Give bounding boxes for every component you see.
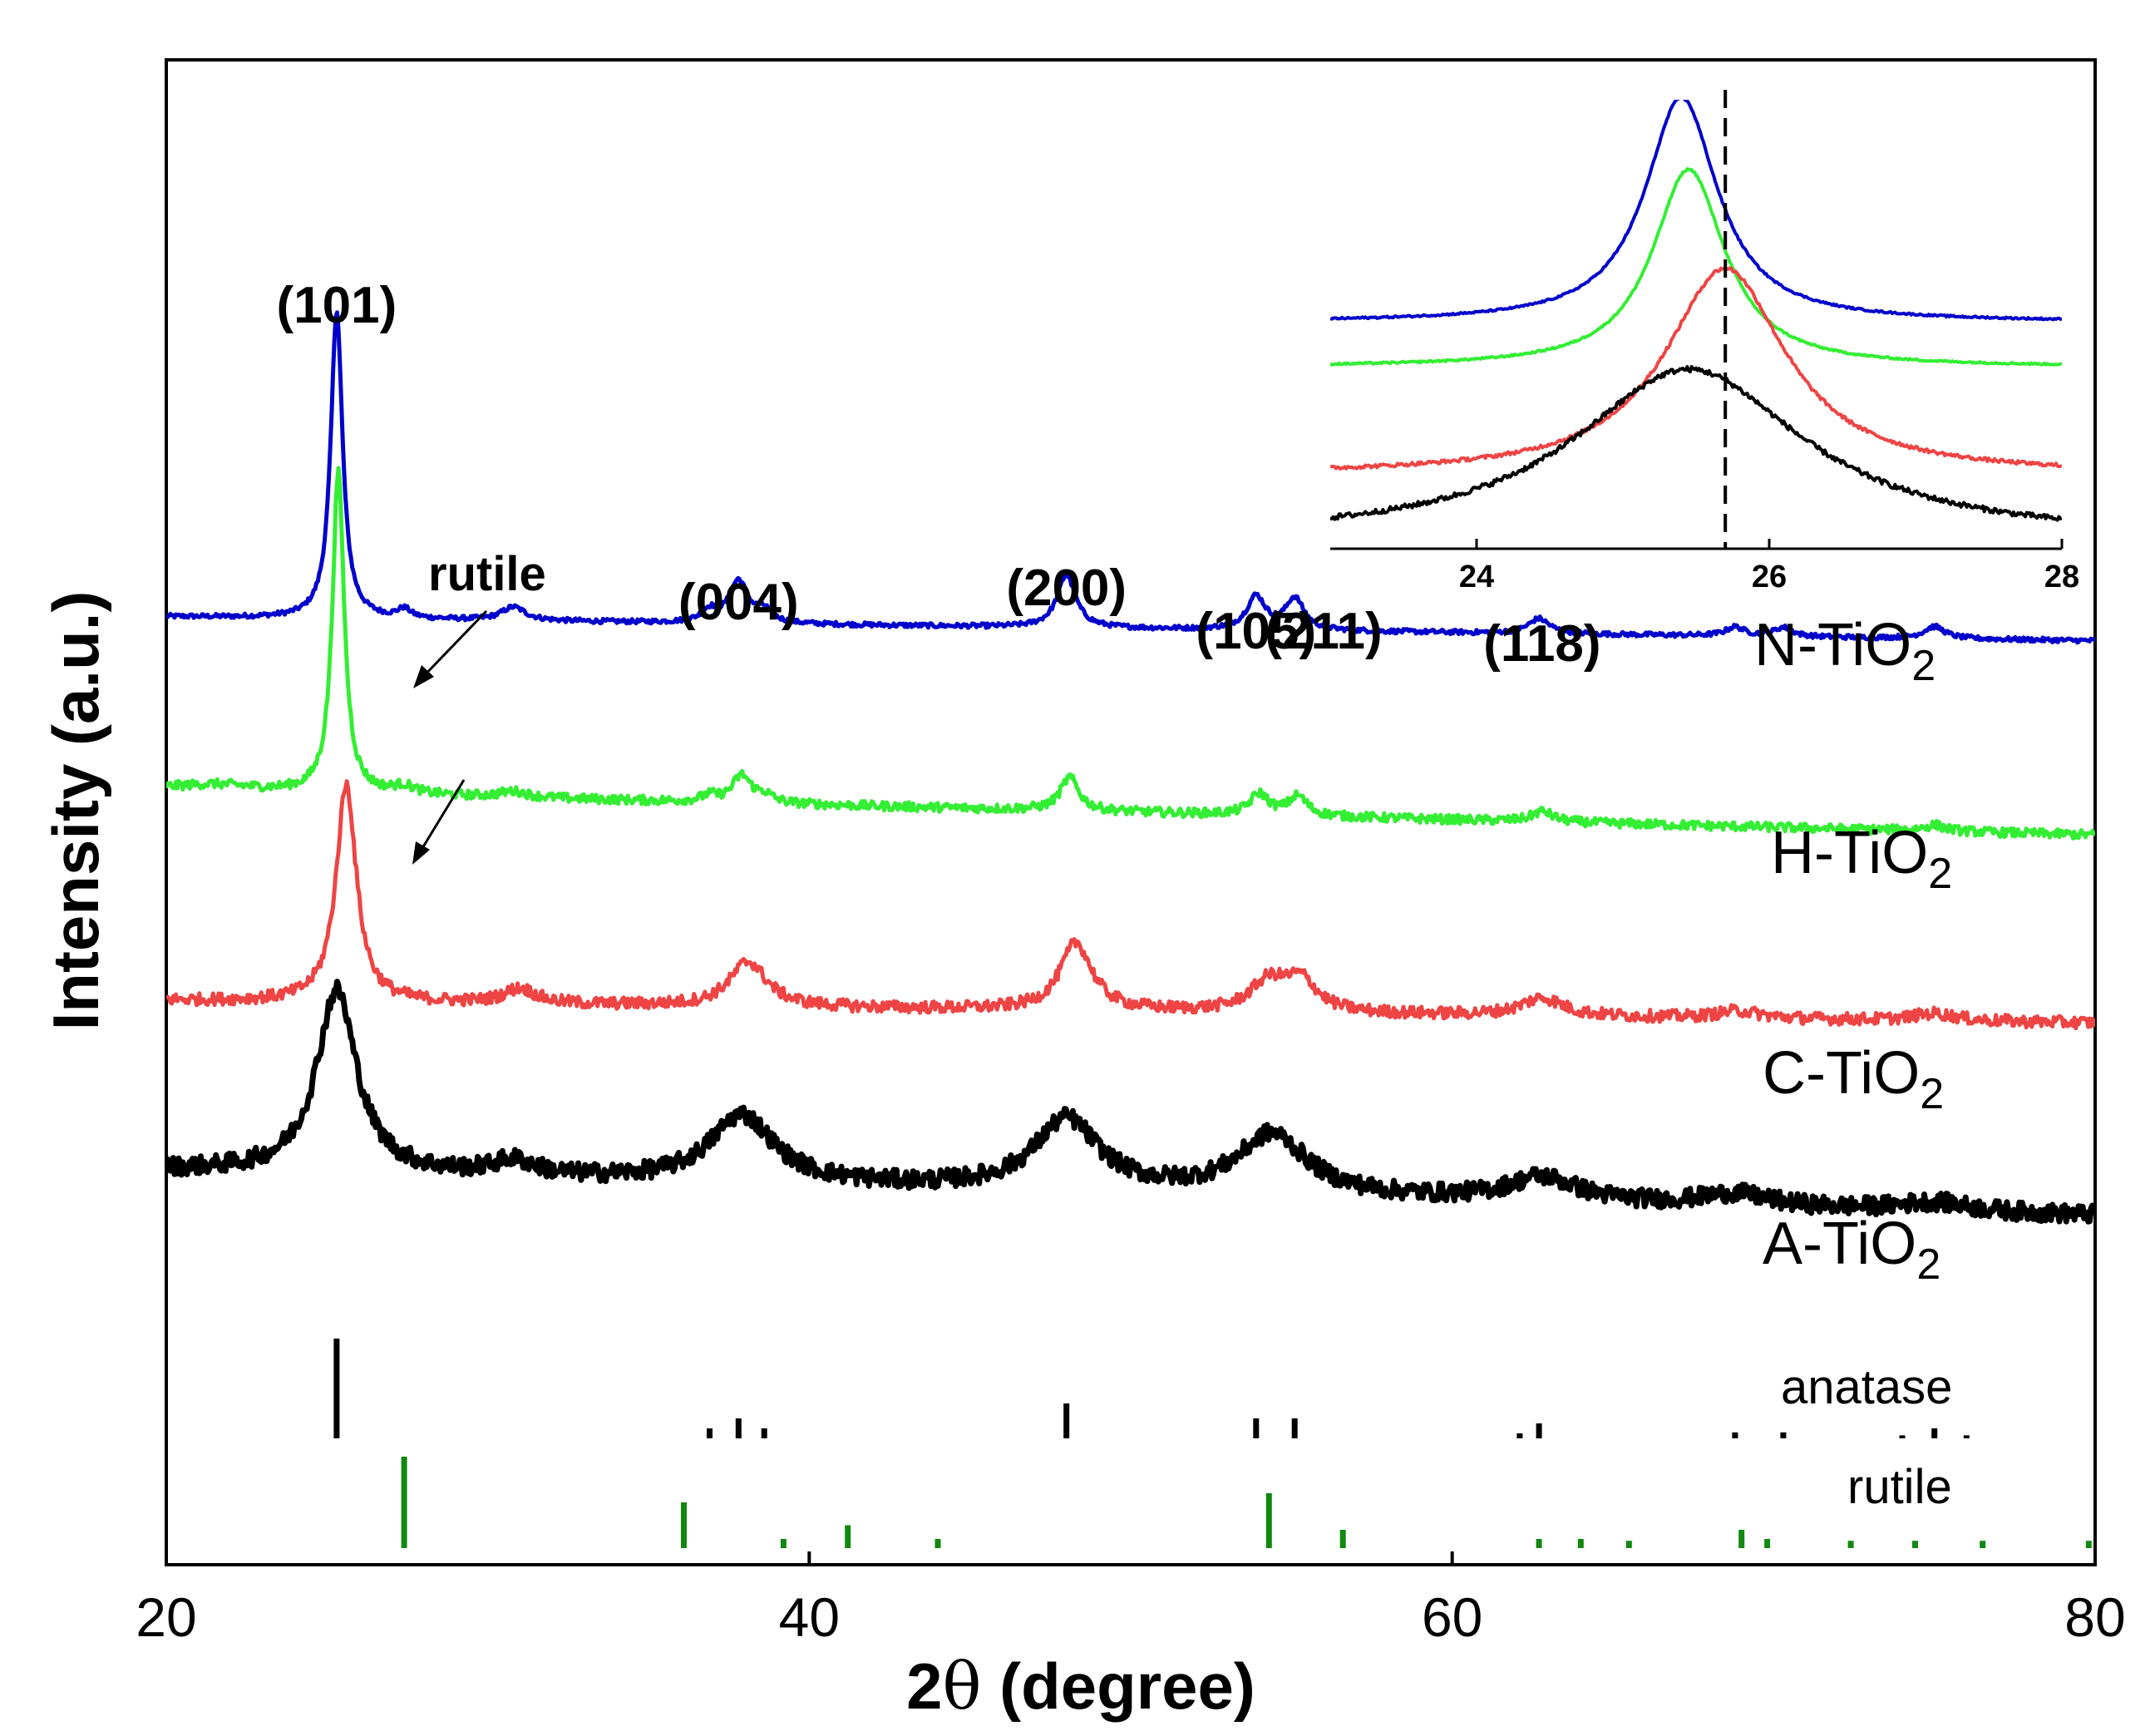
series-label-h-tio2: H-TiO2: [1771, 820, 1952, 898]
reference-patterns: [333, 1339, 2092, 1548]
plot-frame: [165, 58, 2097, 1566]
x-tick-label: 60: [1422, 1586, 1482, 1648]
peak-label-105: (105): [1196, 603, 1316, 660]
peak-label-101: (101): [277, 277, 397, 334]
x-tick-label: 20: [136, 1586, 196, 1648]
x-axis-label: 2θ (degree): [906, 1650, 1255, 1724]
series-label-n-tio2: N-TiO2: [1754, 612, 1935, 690]
inset-line-h-tio2: [1330, 167, 2062, 367]
rutile-annotation: rutile: [428, 547, 546, 601]
y-axis-label: Intensity (a.u.): [39, 591, 112, 1031]
x-tick-label: 80: [2064, 1586, 2125, 1648]
peak-label-200: (200): [1006, 560, 1127, 617]
inset-x-ticks: 24 26 28: [1459, 539, 2079, 594]
inset-series: [1330, 100, 2062, 522]
series-line-n-tio2: [166, 310, 2095, 645]
peak-labels: (101) (004) (200) (105)(211) (118): [277, 277, 1601, 673]
inset-tick-label: 28: [2044, 560, 2079, 594]
inset-line-a-tio2: [1330, 365, 2062, 522]
inset-tick-label: 26: [1752, 560, 1787, 594]
inset-tick-label: 24: [1459, 560, 1494, 594]
x-tick-label: 40: [779, 1586, 840, 1648]
rutile-arrow-2: [412, 779, 466, 865]
rutile-arrow-1: [413, 609, 488, 688]
series-layer: [166, 310, 2095, 1225]
series-line-h-tio2: [166, 466, 2095, 841]
inset-line-c-tio2: [1330, 265, 2062, 471]
anatase-label: anatase: [1781, 1360, 1952, 1414]
series-label-a-tio2: A-TiO2: [1763, 1211, 1940, 1289]
peak-label-211: (211): [1265, 603, 1382, 660]
series-labels: N-TiO2 H-TiO2 C-TiO2 A-TiO2: [1754, 612, 1952, 1289]
inset-plot: 24 26 28: [1330, 90, 2079, 594]
peak-label-004: (004): [678, 574, 799, 631]
series-line-a-tio2: [166, 979, 2095, 1225]
peak-label-118: (118): [1483, 615, 1600, 673]
series-line-c-tio2: [166, 779, 2095, 1031]
rutile-ref-label: rutile: [1847, 1460, 1952, 1514]
inset-background: [1330, 100, 2062, 549]
inset-line-n-tio2: [1330, 100, 2062, 322]
x-axis: 20 40 60 80: [136, 1551, 2126, 1648]
series-label-c-tio2: C-TiO2: [1763, 1040, 1944, 1118]
